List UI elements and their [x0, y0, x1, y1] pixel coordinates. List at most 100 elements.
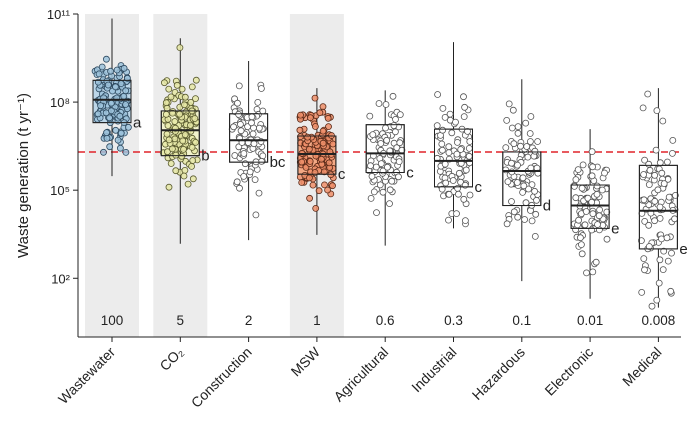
data-point [578, 250, 586, 258]
data-point [372, 163, 380, 171]
data-point [319, 103, 327, 110]
data-point [171, 118, 179, 125]
data-point [460, 93, 467, 101]
data-point [453, 138, 461, 146]
data-point [461, 217, 469, 225]
data-point [235, 82, 243, 90]
data-point [531, 147, 539, 155]
data-point [523, 143, 531, 150]
data-point [114, 136, 122, 144]
data-point [594, 221, 601, 228]
data-point [528, 217, 536, 225]
data-point [181, 166, 189, 174]
data-point [588, 198, 596, 206]
data-point [324, 186, 332, 194]
data-point [656, 214, 664, 222]
data-point [465, 144, 473, 152]
data-point [439, 105, 447, 112]
y-tick-label: 10² [51, 271, 70, 286]
data-point [188, 83, 196, 91]
data-point [656, 256, 664, 264]
data-point [520, 182, 528, 190]
data-point [241, 160, 249, 168]
data-point [180, 101, 188, 109]
data-point [656, 159, 664, 167]
ratio-label: 1 [313, 313, 321, 328]
data-point [373, 209, 380, 217]
data-point [593, 190, 601, 198]
data-point [581, 221, 589, 229]
data-point [504, 178, 512, 186]
data-point [386, 186, 394, 194]
significance-letter: bc [270, 154, 286, 171]
data-point [453, 150, 461, 158]
data-point [237, 127, 245, 135]
data-point [171, 135, 179, 143]
data-point [452, 118, 459, 126]
data-point [233, 178, 241, 186]
data-point [370, 188, 378, 196]
data-point [578, 241, 585, 249]
data-point [664, 257, 672, 265]
data-point [645, 243, 653, 250]
data-point [108, 107, 115, 115]
data-point [236, 120, 244, 128]
data-point [188, 143, 196, 151]
data-point [304, 133, 312, 141]
data-point [316, 109, 324, 117]
data-point [460, 195, 468, 203]
data-point [390, 122, 398, 129]
data-point [251, 176, 259, 184]
data-point [572, 176, 580, 184]
data-point [180, 145, 187, 153]
ratio-label: 0.01 [577, 313, 603, 328]
data-point [181, 131, 189, 139]
data-point [519, 188, 526, 196]
box-outline [229, 113, 269, 163]
data-point [663, 234, 671, 242]
data-point [667, 287, 675, 295]
data-point [532, 210, 540, 218]
data-point [510, 208, 518, 216]
data-point [189, 157, 197, 164]
data-point [112, 126, 120, 134]
data-point [639, 104, 647, 112]
data-point [298, 158, 306, 166]
ratio-label: 0.3 [444, 313, 463, 328]
data-point [514, 213, 522, 221]
data-point [107, 99, 115, 107]
data-point [306, 194, 314, 202]
data-point [522, 119, 530, 127]
data-point [167, 93, 175, 101]
ratio-label: 0.6 [376, 313, 395, 328]
data-point [176, 110, 184, 118]
data-point [446, 110, 454, 118]
significance-letter: e [611, 220, 619, 237]
data-point [531, 187, 538, 195]
data-point [659, 117, 667, 125]
data-point [106, 114, 113, 122]
box-outline [365, 124, 405, 174]
data-point [464, 127, 471, 135]
data-point [648, 302, 656, 310]
box-outline [160, 110, 200, 157]
data-point [329, 182, 336, 190]
box-group-0: a 100 [91, 18, 142, 328]
box-outline [92, 79, 132, 124]
data-point [593, 182, 601, 190]
data-point [466, 138, 474, 145]
ratio-label: 5 [177, 313, 185, 328]
data-point [178, 152, 186, 160]
data-point [116, 112, 124, 120]
data-point [655, 279, 663, 287]
data-point [298, 179, 306, 186]
y-tick-label: 10⁸ [50, 95, 70, 110]
data-point [120, 92, 128, 100]
data-point [388, 177, 396, 185]
data-point [521, 216, 528, 223]
data-point [163, 104, 171, 112]
data-point [439, 126, 447, 134]
data-point [389, 92, 397, 100]
data-point [168, 145, 176, 153]
